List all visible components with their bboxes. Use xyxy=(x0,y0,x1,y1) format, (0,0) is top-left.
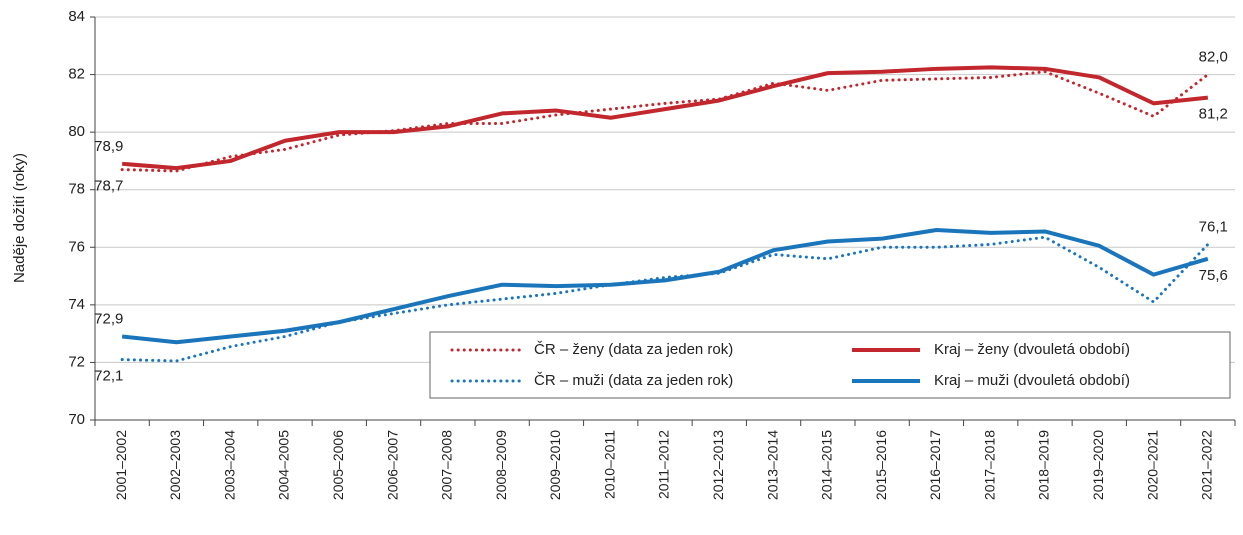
legend-box xyxy=(429,331,1231,399)
value-label: 78,7 xyxy=(94,178,123,195)
value-label: 72,1 xyxy=(94,368,123,385)
x-tick-label: 2002–2003 xyxy=(167,430,183,500)
x-tick-label: 2006–2007 xyxy=(384,430,400,500)
x-tick-label: 2013–2014 xyxy=(764,430,780,500)
series-line xyxy=(121,228,1209,345)
x-tick-label: 2010–2011 xyxy=(601,430,617,499)
x-tick-label: 2001–2002 xyxy=(113,430,129,500)
y-tick-label: 76 xyxy=(68,238,85,255)
x-tick-label: 2020–2021 xyxy=(1144,430,1160,500)
y-tick-label: 78 xyxy=(68,181,85,198)
y-tick-label: 74 xyxy=(68,296,85,313)
x-tick-label: 2014–2015 xyxy=(819,430,835,500)
x-tick-label: 2018–2019 xyxy=(1036,430,1052,500)
y-tick-label: 82 xyxy=(68,66,85,83)
value-label: 72,9 xyxy=(94,310,123,327)
x-tick-label: 2021–2022 xyxy=(1199,430,1215,500)
value-label: 81,2 xyxy=(1199,106,1228,123)
legend-label: ČR – ženy (data za jeden rok) xyxy=(534,341,733,358)
x-tick-label: 2007–2008 xyxy=(439,430,455,500)
x-tick-label: 2017–2018 xyxy=(981,430,997,500)
x-tick-label: 2009–2010 xyxy=(547,430,563,500)
x-tick-label: 2003–2004 xyxy=(221,430,237,500)
x-tick-label: 2004–2005 xyxy=(276,430,292,500)
y-axis-label: Naděje dožití (roky) xyxy=(11,153,28,283)
value-label: 75,6 xyxy=(1199,267,1228,284)
value-label: 76,1 xyxy=(1199,218,1228,235)
value-label: 82,0 xyxy=(1199,49,1228,66)
legend-label: Kraj – muži (dvouletá období) xyxy=(934,372,1130,389)
value-label: 78,9 xyxy=(94,138,123,155)
x-tick-label: 2011–2012 xyxy=(656,430,672,499)
x-tick-label: 2012–2013 xyxy=(710,430,726,500)
y-tick-label: 70 xyxy=(68,411,85,428)
legend-label: ČR – muži (data za jeden rok) xyxy=(534,372,733,389)
y-tick-label: 80 xyxy=(68,123,85,140)
x-tick-label: 2015–2016 xyxy=(873,430,889,500)
legend-label: Kraj – ženy (dvouletá období) xyxy=(934,341,1130,358)
series-line xyxy=(121,65,1209,171)
y-tick-label: 84 xyxy=(68,8,85,25)
y-tick-label: 72 xyxy=(68,353,85,370)
x-tick-label: 2008–2009 xyxy=(493,430,509,500)
x-tick-label: 2016–2017 xyxy=(927,430,943,500)
series-line xyxy=(120,70,1210,173)
x-tick-label: 2005–2006 xyxy=(330,430,346,500)
x-tick-label: 2019–2020 xyxy=(1090,430,1106,500)
series-line xyxy=(120,235,1210,363)
